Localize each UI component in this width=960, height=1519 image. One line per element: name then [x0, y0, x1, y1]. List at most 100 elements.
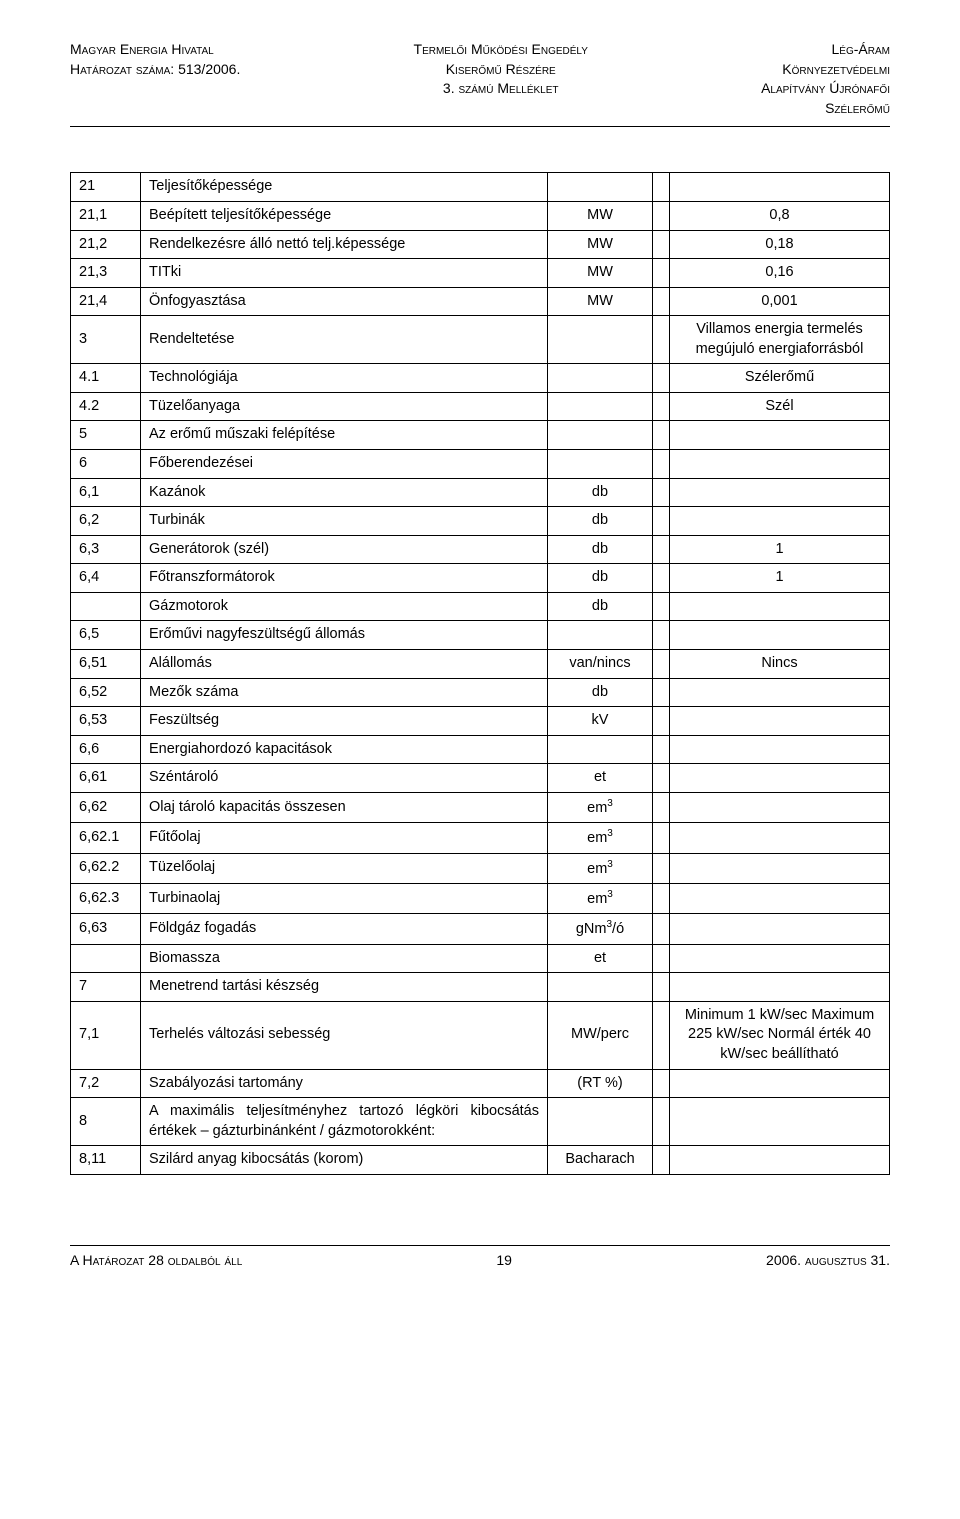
row-number: 21,4: [71, 287, 141, 316]
row-description: Kazánok: [141, 478, 548, 507]
row-value: 0,001: [670, 287, 890, 316]
row-unit: Bacharach: [548, 1146, 653, 1175]
table-row: 21Teljesítőképessége: [71, 173, 890, 202]
row-spacer: [653, 230, 670, 259]
row-description: A maximális teljesítményhez tartozó légk…: [141, 1098, 548, 1146]
row-unit: [548, 450, 653, 479]
row-description: Mezők száma: [141, 678, 548, 707]
row-unit: em3: [548, 883, 653, 913]
header-right-line4: Szélerőmű: [761, 99, 890, 119]
row-number: 6,62: [71, 792, 141, 822]
row-description: TITki: [141, 259, 548, 288]
row-value: [670, 792, 890, 822]
table-row: 6,53FeszültségkV: [71, 707, 890, 736]
row-description: Turbinaolaj: [141, 883, 548, 913]
table-row: 6,62.1Fűtőolajem3: [71, 823, 890, 853]
row-unit: db: [548, 478, 653, 507]
row-value: Villamos energia termelés megújuló energ…: [670, 316, 890, 364]
row-description: Erőművi nagyfeszültségű állomás: [141, 621, 548, 650]
row-unit: gNm3/ó: [548, 914, 653, 944]
data-table: 21Teljesítőképessége21,1Beépített teljes…: [70, 172, 890, 1174]
row-number: 6: [71, 450, 141, 479]
table-row: 8A maximális teljesítményhez tartozó lég…: [71, 1098, 890, 1146]
row-unit: db: [548, 592, 653, 621]
row-description: Terhelés változási sebesség: [141, 1001, 548, 1069]
row-number: 6,4: [71, 564, 141, 593]
table-row: 3RendeltetéseVillamos energia termelés m…: [71, 316, 890, 364]
row-value: [670, 450, 890, 479]
row-number: 8: [71, 1098, 141, 1146]
table-row: 6,62.2Tüzelőolajem3: [71, 853, 890, 883]
row-number: 6,62.1: [71, 823, 141, 853]
row-number: 6,6: [71, 735, 141, 764]
table-row: 6,5Erőművi nagyfeszültségű állomás: [71, 621, 890, 650]
row-spacer: [653, 707, 670, 736]
header-left-line2: Határozat száma: 513/2006.: [70, 60, 240, 80]
table-row: 5Az erőmű műszaki felépítése: [71, 421, 890, 450]
header-center-line2: Kiserőmű Részére: [414, 60, 588, 80]
row-spacer: [653, 1098, 670, 1146]
row-value: Nincs: [670, 649, 890, 678]
table-row: 7,1Terhelés változási sebességMW/percMin…: [71, 1001, 890, 1069]
row-value: Szél: [670, 392, 890, 421]
row-number: 6,61: [71, 764, 141, 793]
row-value: [670, 1146, 890, 1175]
row-description: Olaj tároló kapacitás összesen: [141, 792, 548, 822]
row-value: 1: [670, 564, 890, 593]
row-value: Szélerőmű: [670, 364, 890, 393]
row-description: Széntároló: [141, 764, 548, 793]
row-spacer: [653, 735, 670, 764]
row-value: [670, 1069, 890, 1098]
row-description: Tüzelőolaj: [141, 853, 548, 883]
row-spacer: [653, 973, 670, 1002]
row-unit: et: [548, 764, 653, 793]
footer-date: 2006. augusztus 31.: [766, 1252, 890, 1268]
row-description: Rendelkezésre álló nettó telj.képessége: [141, 230, 548, 259]
row-unit: MW: [548, 201, 653, 230]
row-number: 7,2: [71, 1069, 141, 1098]
footer-left: A Határozat 28 oldalból áll: [70, 1252, 242, 1268]
row-description: Teljesítőképessége: [141, 173, 548, 202]
row-description: Főberendezései: [141, 450, 548, 479]
row-value: [670, 507, 890, 536]
row-number: 6,3: [71, 535, 141, 564]
table-row: 4.1TechnológiájaSzélerőmű: [71, 364, 890, 393]
row-spacer: [653, 535, 670, 564]
row-description: Szabályozási tartomány: [141, 1069, 548, 1098]
table-row: 8,11Szilárd anyag kibocsátás (korom)Bach…: [71, 1146, 890, 1175]
row-unit: kV: [548, 707, 653, 736]
row-number: 6,51: [71, 649, 141, 678]
row-value: [670, 421, 890, 450]
row-unit: db: [548, 678, 653, 707]
table-row: 6,6Energiahordozó kapacitások: [71, 735, 890, 764]
row-number: 6,62.2: [71, 853, 141, 883]
row-value: [670, 707, 890, 736]
row-description: Gázmotorok: [141, 592, 548, 621]
row-value: 0,8: [670, 201, 890, 230]
row-number: 4.1: [71, 364, 141, 393]
table-row: 21,1Beépített teljesítőképességeMW0,8: [71, 201, 890, 230]
row-value: [670, 592, 890, 621]
row-value: [670, 853, 890, 883]
row-spacer: [653, 621, 670, 650]
row-unit: db: [548, 564, 653, 593]
page-footer: A Határozat 28 oldalból áll 19 2006. aug…: [70, 1245, 890, 1268]
row-description: Szilárd anyag kibocsátás (korom): [141, 1146, 548, 1175]
header-right-line1: Lég-Áram: [761, 40, 890, 60]
row-unit: [548, 735, 653, 764]
row-spacer: [653, 1069, 670, 1098]
table-row: 21,3TITkiMW0,16: [71, 259, 890, 288]
header-center-line1: Termelői Működési Engedély: [414, 40, 588, 60]
row-unit: [548, 364, 653, 393]
row-value: [670, 973, 890, 1002]
header-right-line3: Alapítvány Újrónafői: [761, 79, 890, 99]
row-description: Biomassza: [141, 944, 548, 973]
row-spacer: [653, 287, 670, 316]
row-unit: MW: [548, 230, 653, 259]
row-spacer: [653, 173, 670, 202]
row-description: Turbinák: [141, 507, 548, 536]
row-description: Tüzelőanyaga: [141, 392, 548, 421]
row-spacer: [653, 853, 670, 883]
table-row: 6,62.3Turbinaolajem3: [71, 883, 890, 913]
row-spacer: [653, 649, 670, 678]
